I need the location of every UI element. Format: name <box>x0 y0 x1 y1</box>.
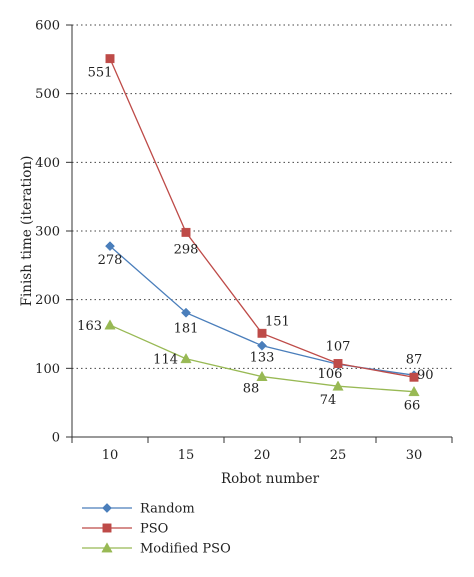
data-label: 106 <box>318 367 343 382</box>
x-tick-label: 20 <box>254 448 271 463</box>
legend: Random PSO Modified PSO <box>82 502 231 557</box>
data-label: 114 <box>153 353 178 368</box>
y-tick-label: 500 <box>35 87 60 102</box>
data-point-pso <box>181 227 191 237</box>
axes: 0 100 200 300 400 500 600 10 15 20 25 30 Robot numbe… <box>19 19 453 487</box>
data-label: 551 <box>88 66 113 81</box>
y-tick-label: 400 <box>35 156 60 171</box>
x-axis-title: Robot number <box>221 471 320 487</box>
data-label: 278 <box>98 253 123 268</box>
data-label: 163 <box>77 319 102 334</box>
x-tick-label: 10 <box>102 448 119 463</box>
data-point-random <box>257 340 267 351</box>
data-label: 151 <box>265 314 290 329</box>
data-label: 90 <box>417 368 434 383</box>
data-point-pso <box>333 359 343 368</box>
data-label: 66 <box>404 399 421 414</box>
y-tick-label: 0 <box>52 431 60 446</box>
data-point-pso <box>409 372 419 382</box>
y-tick-label: 100 <box>35 362 60 377</box>
y-tick-label: 200 <box>35 293 60 308</box>
legend-swatch-marker <box>102 523 112 533</box>
data-label: 298 <box>174 242 199 257</box>
legend-swatch-marker <box>101 542 113 553</box>
x-tick-label: 25 <box>330 448 347 463</box>
x-tick-label: 30 <box>406 448 423 463</box>
series-layer <box>104 54 420 397</box>
legend-label: PSO <box>140 522 168 537</box>
y-tick-label: 300 <box>35 225 60 240</box>
legend-swatch-marker <box>102 503 112 513</box>
data-point-pso <box>257 328 267 338</box>
x-tick-label: 15 <box>178 448 195 463</box>
y-tick-label: 600 <box>35 19 60 34</box>
data-label: 107 <box>326 340 351 355</box>
data-point-random <box>105 241 115 252</box>
data-point-modified-pso <box>256 370 268 381</box>
legend-label: Random <box>140 502 195 517</box>
data-point-random <box>181 307 191 318</box>
data-label: 74 <box>320 393 337 408</box>
data-point-pso <box>105 54 115 64</box>
data-label: 181 <box>174 322 199 337</box>
data-point-modified-pso <box>408 385 420 397</box>
data-label: 87 <box>406 352 423 367</box>
data-point-modified-pso <box>332 380 344 391</box>
legend-label: Modified PSO <box>140 542 231 557</box>
data-point-modified-pso <box>104 319 116 330</box>
grid-layer <box>72 24 452 369</box>
y-axis-title: Finish time (iteration) <box>19 156 35 307</box>
data-label: 133 <box>250 351 275 366</box>
data-label: 88 <box>243 382 260 397</box>
data-point-modified-pso <box>180 353 192 364</box>
data-label-layer: 278 181 133 106 90 551 298 151 107 87 163 114 88 74 66 <box>77 66 433 414</box>
